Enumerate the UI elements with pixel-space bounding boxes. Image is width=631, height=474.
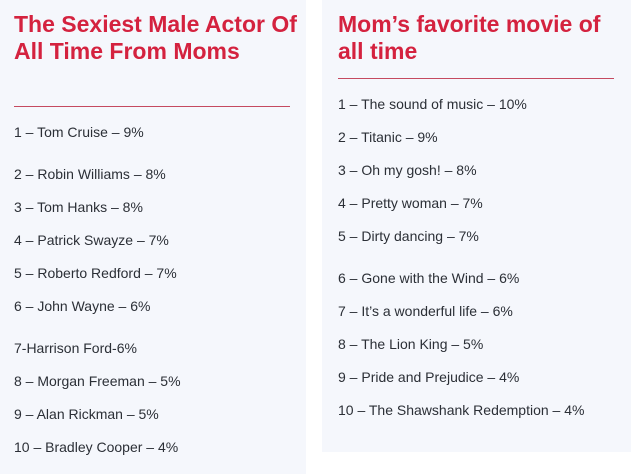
list-item: 5 – Dirty dancing – 7% <box>338 228 479 244</box>
list-item: 10 – Bradley Cooper – 4% <box>14 439 179 455</box>
list-item: 6 – Gone with the Wind – 6% <box>338 270 520 286</box>
list-item: 3 – Oh my gosh! – 8% <box>338 162 477 178</box>
list-item: 7 – It’s a wonderful life – 6% <box>338 303 513 319</box>
list-item: 5 – Roberto Redford – 7% <box>14 265 177 281</box>
movies-card: Mom’s favorite movie of all time 1 – The… <box>322 0 631 452</box>
list-item: 2 – Robin Williams – 8% <box>14 166 166 182</box>
list-item: 1 – The sound of music – 10% <box>338 96 527 112</box>
list-item: 4 – Pretty woman – 7% <box>338 195 483 211</box>
actors-card: The Sexiest Male Actor Of All Time From … <box>0 0 306 474</box>
list-item: 6 – John Wayne – 6% <box>14 298 151 314</box>
list-item: 10 – The Shawshank Redemption – 4% <box>338 402 585 418</box>
list-item: 4 – Patrick Swayze – 7% <box>14 232 169 248</box>
list-item: 9 – Alan Rickman – 5% <box>14 406 159 422</box>
list-item: 3 – Tom Hanks – 8% <box>14 199 143 215</box>
movies-title: Mom’s favorite movie of all time <box>338 11 601 64</box>
movies-divider <box>338 78 614 79</box>
list-item: 9 – Pride and Prejudice – 4% <box>338 369 520 385</box>
actors-title: The Sexiest Male Actor Of All Time From … <box>14 11 297 64</box>
list-item: 1 – Tom Cruise – 9% <box>14 124 144 140</box>
list-item: 7-Harrison Ford-6% <box>14 340 137 356</box>
list-item: 8 – The Lion King – 5% <box>338 336 484 352</box>
list-item: 8 – Morgan Freeman – 5% <box>14 373 181 389</box>
list-item: 2 – Titanic – 9% <box>338 129 438 145</box>
actors-divider <box>14 106 290 107</box>
